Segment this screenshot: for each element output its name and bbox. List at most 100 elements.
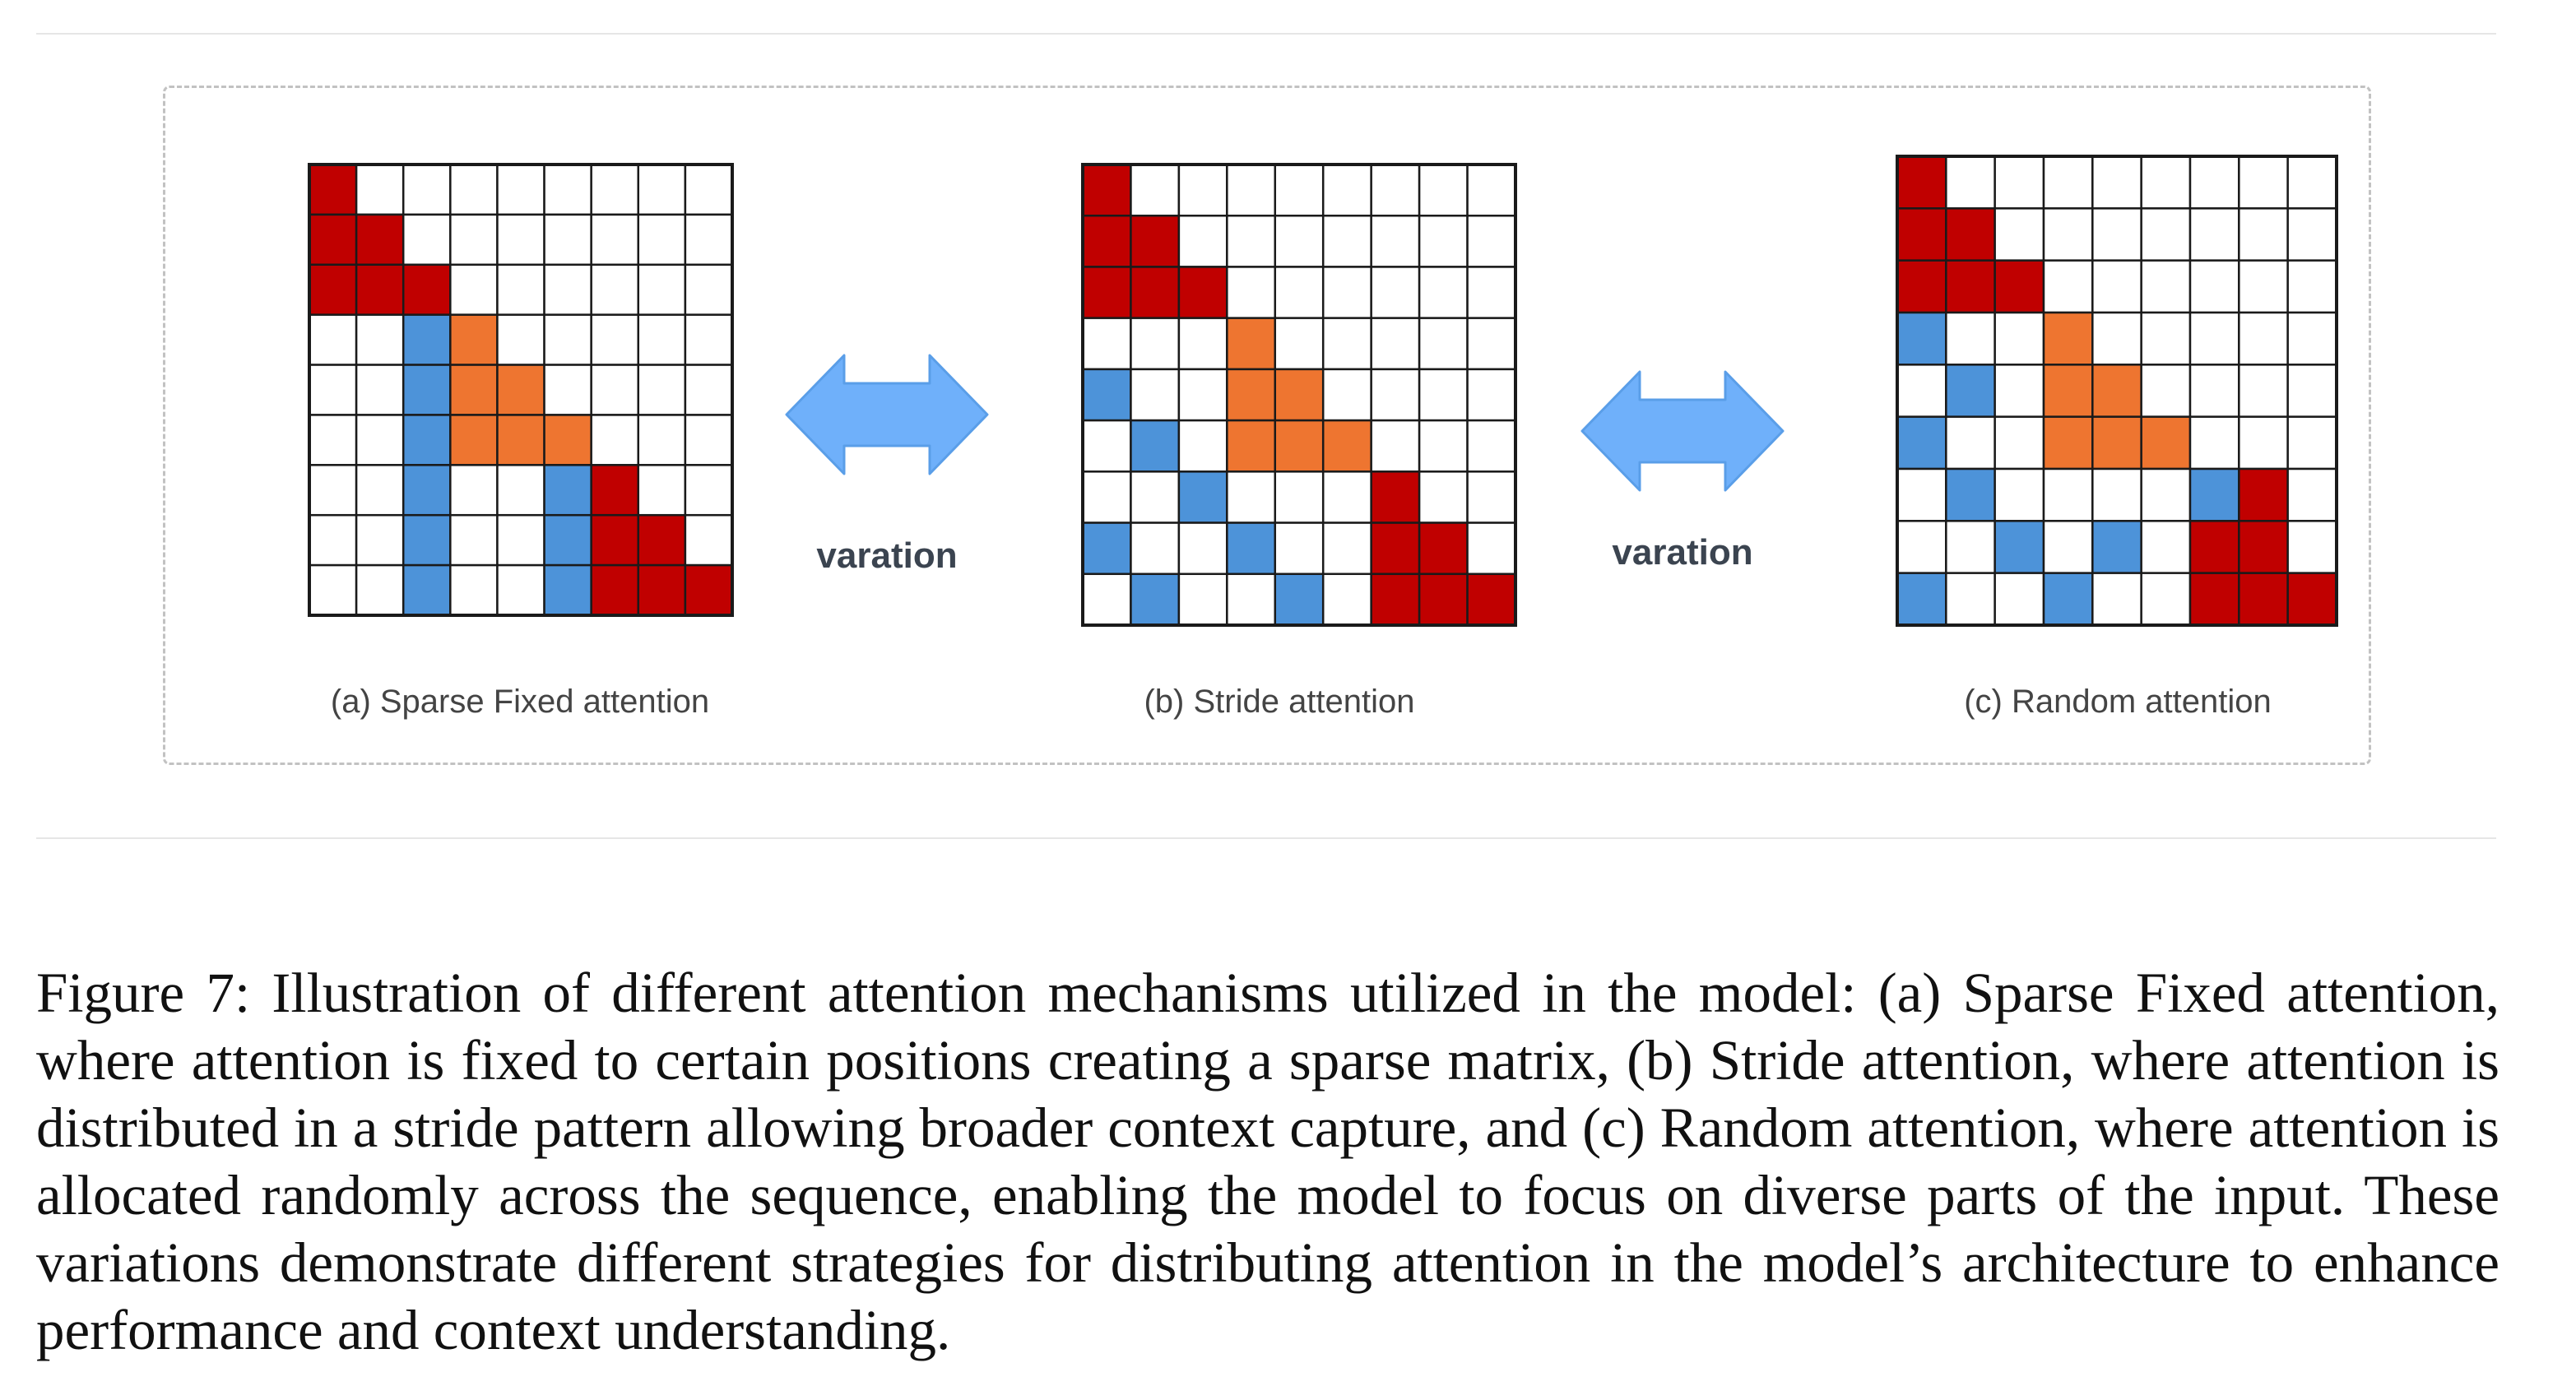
matrix-cell — [2238, 311, 2289, 366]
matrix-cell — [2286, 520, 2338, 574]
matrix-cell — [590, 464, 640, 517]
matrix-cell — [1993, 520, 2045, 574]
matrix-cell — [1177, 163, 1228, 217]
matrix-cell — [2188, 572, 2240, 627]
caption-random: (c) Random attention — [1964, 684, 2272, 720]
matrix-cell — [2042, 572, 2094, 627]
matrix-sparse-fixed — [308, 163, 734, 617]
matrix-cell — [1418, 573, 1469, 627]
matrix-cell — [1993, 572, 2045, 627]
matrix-cell — [1418, 522, 1469, 576]
matrix-cell — [1418, 266, 1469, 319]
matrix-cell — [2042, 155, 2094, 210]
matrix-cell — [355, 513, 405, 567]
matrix-cell — [496, 213, 545, 267]
matrix-border — [308, 163, 734, 617]
matrix-cell — [684, 364, 734, 416]
matrix-cell — [401, 364, 452, 416]
matrix-cell — [637, 213, 687, 267]
matrix-cell — [1993, 259, 2045, 314]
matrix-cell — [1274, 522, 1325, 576]
matrix-cell — [449, 464, 499, 517]
double-arrow-icon — [785, 354, 989, 475]
matrix-cell — [2140, 572, 2192, 627]
matrix-cell — [1226, 368, 1277, 422]
matrix-cell — [2042, 311, 2094, 366]
matrix-cell — [590, 414, 640, 466]
matrix-cell — [637, 163, 687, 216]
matrix-cell — [1177, 419, 1228, 473]
matrix-cell — [449, 414, 499, 466]
matrix-cell — [543, 513, 592, 567]
matrix-cell — [1226, 317, 1277, 371]
matrix-cell — [1177, 317, 1228, 371]
figure-caption: Figure 7: Illustration of different atte… — [36, 962, 2499, 1361]
matrix-cell — [1418, 214, 1469, 268]
matrix-cell — [543, 563, 592, 617]
matrix-cell — [1177, 214, 1228, 268]
matrix-cell — [637, 313, 687, 366]
matrix-cell — [1321, 163, 1372, 217]
matrix-cell — [543, 414, 592, 466]
matrix-cell — [684, 513, 734, 567]
variation-label-1: varation — [816, 535, 957, 576]
matrix-cell — [1945, 259, 1996, 314]
matrix-cell — [496, 263, 545, 316]
matrix-cell — [2188, 207, 2240, 262]
matrix-cell — [543, 464, 592, 517]
double-arrow-icon — [1580, 370, 1785, 492]
matrix-cell — [2042, 207, 2094, 262]
matrix-cell — [2091, 364, 2142, 418]
matrix-cell — [684, 414, 734, 466]
bottom-rule — [36, 837, 2496, 839]
matrix-random — [1896, 155, 2338, 627]
matrix-cell — [1896, 572, 1947, 627]
matrix-cell — [1896, 311, 1947, 366]
matrix-cell — [401, 263, 452, 316]
matrix-cell — [308, 364, 358, 416]
matrix-cell — [637, 464, 687, 517]
matrix-cell — [637, 364, 687, 416]
matrix-cell — [2091, 259, 2142, 314]
matrix-cell — [2238, 259, 2289, 314]
matrix-cell — [1321, 419, 1372, 473]
matrix-cell — [1081, 163, 1132, 217]
matrix-cell — [1370, 368, 1421, 422]
matrix-cell — [496, 513, 545, 567]
matrix-cell — [2286, 311, 2338, 366]
matrix-cell — [1945, 467, 1996, 522]
matrix-cell — [1370, 522, 1421, 576]
matrix-cell — [2140, 259, 2192, 314]
matrix-cell — [590, 364, 640, 416]
matrix-cell — [2091, 207, 2142, 262]
matrix-cell — [2238, 155, 2289, 210]
attention-diagram: varation varation (a) Sparse Fixed atten… — [308, 155, 2338, 720]
matrix-cell — [2286, 467, 2338, 522]
double-arrow-icon — [1580, 370, 1785, 492]
matrix-cell — [1081, 471, 1132, 524]
matrix-cell — [1321, 368, 1372, 422]
matrix-cell — [1321, 522, 1372, 576]
matrix-cell — [1226, 471, 1277, 524]
matrix-cell — [2238, 467, 2289, 522]
matrix-cell — [2091, 155, 2142, 210]
matrix-cell — [1896, 155, 1947, 210]
matrix-cell — [2091, 572, 2142, 627]
matrix-cell — [496, 313, 545, 366]
matrix-cell — [1274, 163, 1325, 217]
matrix-cell — [2091, 520, 2142, 574]
matrix-cell — [2238, 415, 2289, 471]
matrix-cell — [2091, 467, 2142, 522]
matrix-cell — [1418, 419, 1469, 473]
matrix-cell — [1993, 207, 2045, 262]
matrix-cell — [401, 513, 452, 567]
matrix-cell — [2091, 311, 2142, 366]
matrix-cell — [1945, 364, 1996, 418]
matrix-cell — [1081, 573, 1132, 627]
matrix-cell — [496, 414, 545, 466]
matrix-cell — [2140, 415, 2192, 471]
matrix-cell — [1081, 214, 1132, 268]
matrix-cell — [308, 513, 358, 567]
matrix-cell — [590, 563, 640, 617]
caption-stride: (b) Stride attention — [1144, 684, 1414, 720]
